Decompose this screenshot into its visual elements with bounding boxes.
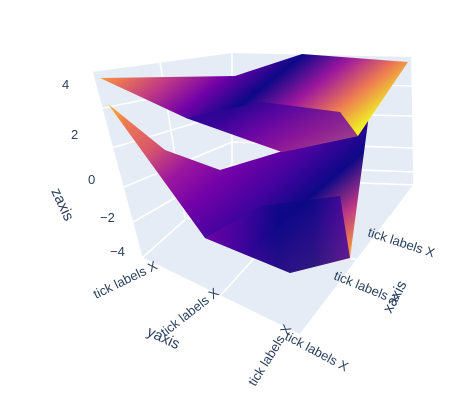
surface-upper-patch-2 <box>186 102 358 152</box>
zaxis-tick-label: −4 <box>110 244 125 259</box>
zaxis-tick-label: 4 <box>62 77 69 92</box>
zaxis-title: zaxis <box>47 186 77 224</box>
zaxis-tick-label: 0 <box>88 172 95 187</box>
zaxis-tick-label: 2 <box>71 127 78 142</box>
zaxis-tick-label: −2 <box>100 210 115 225</box>
surface-lower-patch-2 <box>205 196 350 273</box>
surface-upper[interactable] <box>100 54 408 152</box>
surface-lower[interactable] <box>108 92 372 273</box>
xaxis-tick-label: tick labels X <box>366 225 437 261</box>
zaxis-ticks: 4 2 0 −2 −4 <box>62 77 125 259</box>
xaxis-tick-label: tick labels X <box>283 328 352 374</box>
yaxis-tick-label: tick labels X <box>91 258 160 302</box>
